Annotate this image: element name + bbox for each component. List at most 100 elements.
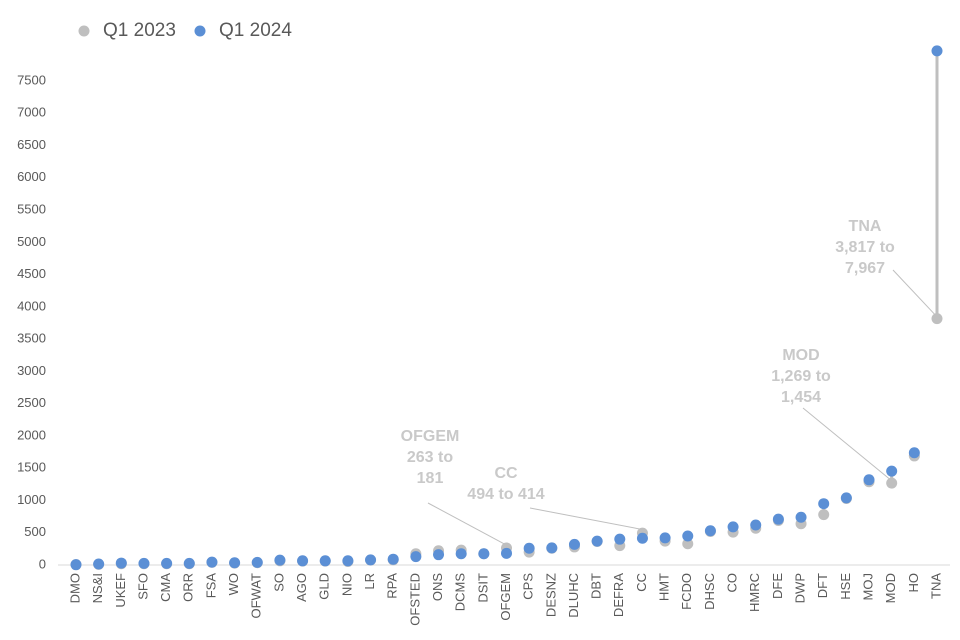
annotation: 1,454 <box>781 389 821 406</box>
dot <box>342 555 354 567</box>
x-tick-label: HMRC <box>747 573 762 612</box>
annotation: 494 to 414 <box>467 486 544 503</box>
x-tick-label: MOD <box>883 573 898 603</box>
y-tick-label: 1000 <box>17 492 46 507</box>
x-tick-label: FSA <box>203 573 218 599</box>
annotation: 181 <box>417 470 444 487</box>
y-tick-label: 2500 <box>17 395 46 410</box>
x-tick-label: OFWAT <box>249 573 264 619</box>
x-tick-label: HSE <box>838 573 853 600</box>
annotation-connector <box>892 269 936 316</box>
annotation: 263 to <box>407 449 453 466</box>
dot <box>772 513 784 525</box>
annotation: 1,269 to <box>771 368 831 385</box>
x-tick-label: AGO <box>294 573 309 602</box>
x-tick-label: DLUHC <box>566 573 581 618</box>
x-tick-label: DSIT <box>475 573 490 603</box>
dot <box>523 542 535 554</box>
x-tick-label: DBT <box>589 573 604 599</box>
dot <box>455 548 467 560</box>
dot <box>568 538 580 550</box>
annotation: MOD <box>782 347 819 364</box>
annotation: 7,967 <box>845 260 885 277</box>
dot <box>433 549 445 561</box>
x-tick-label: LR <box>362 573 377 590</box>
dot <box>115 557 127 569</box>
x-tick-label: HO <box>906 573 921 593</box>
dot <box>886 477 898 489</box>
dot <box>704 525 716 537</box>
dot <box>750 519 762 531</box>
x-tick-label: NIO <box>339 573 354 596</box>
x-tick-label: DHSC <box>702 573 717 610</box>
dot <box>229 557 241 569</box>
dot <box>70 559 82 571</box>
dot <box>387 553 399 565</box>
dot <box>138 557 150 569</box>
dot <box>478 548 490 560</box>
x-tick-label: SFO <box>135 573 150 600</box>
dot <box>863 474 875 486</box>
y-tick-label: 1500 <box>17 460 46 475</box>
x-tick-label: HMT <box>657 573 672 601</box>
x-tick-label: DFT <box>815 573 830 598</box>
y-tick-label: 500 <box>24 524 46 539</box>
dot <box>614 533 626 545</box>
dot <box>410 551 422 563</box>
annotation-connector <box>427 502 505 545</box>
x-tick-label: DCMS <box>453 573 468 612</box>
dot <box>183 557 195 569</box>
y-tick-label: 3000 <box>17 363 46 378</box>
dot <box>886 465 898 477</box>
dot <box>591 535 603 547</box>
x-tick-label: DEFRA <box>611 573 626 617</box>
x-tick-label: DWP <box>792 573 807 603</box>
y-tick-label: 4500 <box>17 266 46 281</box>
dot <box>682 538 694 550</box>
x-tick-label: CC <box>634 573 649 592</box>
x-tick-label: MOJ <box>860 573 875 600</box>
x-tick-label: CMA <box>158 573 173 602</box>
dot <box>727 521 739 533</box>
dot <box>206 556 218 568</box>
annotation: TNA <box>849 218 882 235</box>
dot <box>840 492 852 504</box>
legend-label: Q1 2023 <box>103 20 176 41</box>
dot <box>546 542 558 554</box>
x-tick-label: UKEF <box>113 573 128 608</box>
x-tick-label: FCDO <box>679 573 694 610</box>
dot <box>365 554 377 566</box>
x-tick-label: GLD <box>317 573 332 600</box>
y-tick-label: 3500 <box>17 331 46 346</box>
dot <box>251 556 263 568</box>
y-tick-label: 4000 <box>17 298 46 313</box>
y-tick-label: 6500 <box>17 137 46 152</box>
legend-label: Q1 2024 <box>219 20 292 41</box>
y-tick-label: 2000 <box>17 427 46 442</box>
x-tick-label: CPS <box>521 573 536 600</box>
annotation-connector <box>802 407 891 480</box>
legend-marker <box>78 25 90 37</box>
dot <box>297 555 309 567</box>
annotation: 3,817 to <box>835 239 895 256</box>
x-tick-label: CO <box>725 573 740 593</box>
y-tick-label: 7500 <box>17 72 46 87</box>
dot <box>636 532 648 544</box>
dot <box>682 530 694 542</box>
x-tick-label: DESNZ <box>543 573 558 617</box>
x-tick-label: NS&I <box>90 573 105 603</box>
y-tick-label: 5000 <box>17 234 46 249</box>
annotation: OFGEM <box>401 428 460 445</box>
y-tick-label: 5500 <box>17 201 46 216</box>
x-tick-label: ORR <box>181 573 196 602</box>
x-tick-label: TNA <box>928 573 943 599</box>
dot <box>908 447 920 459</box>
dot <box>274 554 286 566</box>
y-tick-label: 6000 <box>17 169 46 184</box>
x-tick-label: WO <box>226 573 241 595</box>
dot <box>161 557 173 569</box>
x-tick-label: OFSTED <box>407 573 422 626</box>
legend-marker <box>194 25 206 37</box>
annotation-connector <box>529 507 641 530</box>
